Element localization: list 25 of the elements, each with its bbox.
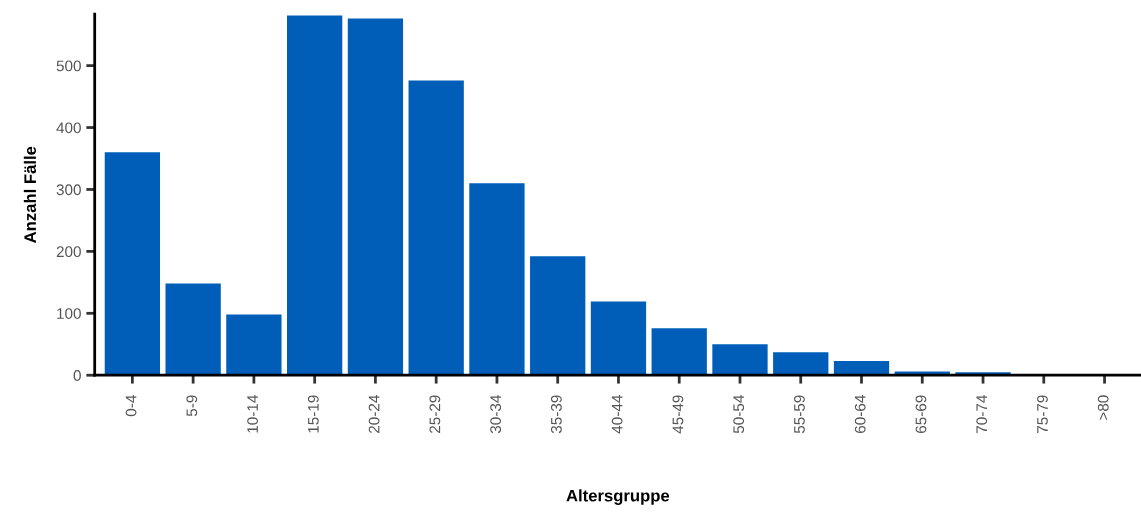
y-tick-label: 300 [56, 184, 81, 196]
x-tick-label: 0-4 [125, 395, 137, 417]
x-tick-label: 55-59 [794, 395, 805, 434]
y-tick-label: 0 [73, 370, 81, 381]
x-tick-label: 30-34 [490, 395, 502, 434]
x-tick-label: 5-9 [186, 395, 198, 417]
x-axis-title: Altersgruppe [566, 489, 670, 505]
x-tick-label: 35-39 [550, 395, 562, 434]
x-tick-label: 10-14 [247, 395, 258, 433]
x-tick-label: 15-19 [307, 395, 319, 433]
x-tick-label: 60-64 [854, 395, 866, 433]
y-tick-label: 100 [57, 308, 81, 319]
y-tick-label: 200 [56, 246, 81, 258]
x-tick-label: 70-74 [976, 395, 988, 433]
x-tick-label: 45-49 [672, 395, 684, 434]
y-tick-label: 400 [56, 122, 81, 134]
x-tick-label: 65-69 [915, 395, 927, 433]
x-tick-label: >80 [1097, 395, 1109, 420]
x-tick-label: 40-44 [611, 395, 623, 434]
x-tick-label: 50-54 [733, 395, 745, 434]
x-tick-label: 25-29 [429, 395, 441, 433]
y-tick-label: 500 [56, 60, 81, 72]
x-tick-label: 75-79 [1037, 395, 1048, 433]
y-axis-title: Anzahl Fälle [23, 146, 37, 243]
x-tick-label: 20-24 [368, 395, 380, 433]
